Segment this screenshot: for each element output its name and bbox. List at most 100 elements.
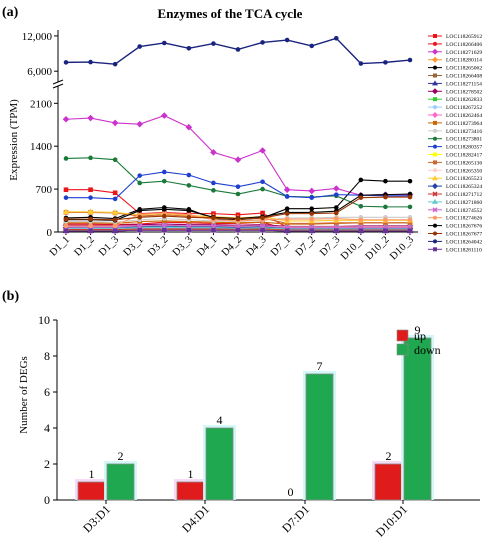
data-point (235, 184, 241, 189)
legend-entry: LOC118265136 (428, 160, 482, 166)
data-point (260, 227, 265, 233)
data-point (111, 209, 119, 215)
data-point (407, 204, 413, 210)
data-point (211, 188, 216, 193)
data-point (333, 35, 339, 41)
data-point (161, 218, 167, 224)
data-point (433, 247, 437, 252)
data-point (358, 61, 364, 66)
series-LOC118281110 (63, 227, 413, 234)
legend-label: LOC118265523 (446, 176, 482, 182)
legend-entry: LOC118267676 (428, 223, 482, 230)
legend-label: up (414, 329, 426, 343)
panel-a-axes (52, 30, 418, 233)
data-point (309, 228, 315, 234)
bar-value-label: 7 (317, 359, 323, 373)
bar-down (305, 373, 334, 501)
data-point (358, 177, 364, 183)
data-point (260, 40, 265, 45)
data-point (112, 196, 118, 202)
data-point (137, 208, 143, 213)
legend-label: LOC118266408 (446, 74, 482, 80)
bar-value-label: 2 (118, 449, 124, 463)
data-point (185, 123, 193, 131)
panel-a-legend: LOC118265912 LOC118266406 LOC118271629 LOC1… (428, 34, 482, 253)
legend-swatch (396, 329, 409, 342)
panel-a-series (62, 35, 414, 235)
data-point (260, 210, 265, 216)
data-point (333, 216, 339, 221)
data-point (383, 178, 388, 184)
legend-label: LOC118271629 (446, 50, 482, 56)
legend-entry: LOC118280114 (428, 56, 482, 64)
y-tick-label: 6,000 (27, 66, 52, 78)
y-tick-label: 10 (38, 313, 50, 327)
x-tick-label: D4_1 (195, 234, 219, 258)
data-point (432, 80, 438, 86)
data-point (407, 57, 413, 63)
data-point (210, 223, 217, 229)
data-point (235, 216, 241, 222)
data-point (333, 220, 339, 226)
data-point (383, 60, 388, 65)
data-point (433, 144, 437, 149)
x-tick-label: D3_3 (171, 234, 195, 258)
legend-label: LOC118267677 (446, 232, 482, 238)
legend-entry: LOC118271154 (428, 80, 482, 87)
legend-label: LOC118280114 (446, 58, 482, 64)
data-point (259, 223, 266, 229)
legend-entry: LOC118282417 (428, 152, 482, 159)
x-tick-label: D4:D1 (179, 502, 212, 535)
data-point (333, 192, 339, 197)
data-point (63, 195, 69, 200)
legend-label: LOC118273964 (446, 121, 482, 127)
legend-label: LOC118267676 (446, 224, 482, 230)
data-point (235, 227, 241, 233)
data-point (234, 156, 242, 163)
data-point (136, 120, 144, 128)
legend-label: LOC118282417 (446, 153, 482, 159)
legend-label: LOC118265136 (446, 160, 482, 166)
data-point (407, 194, 413, 200)
data-point (112, 157, 118, 162)
x-tick-label: D4_2 (220, 234, 244, 258)
legend-swatch (396, 343, 409, 356)
series-LOC118280357 (63, 169, 413, 202)
data-point (111, 119, 119, 127)
data-point (63, 156, 69, 161)
data-point (186, 227, 192, 233)
legend-label: LOC118274626 (446, 216, 482, 222)
bar-value-label: 2 (386, 449, 392, 463)
bar-up (374, 463, 403, 501)
data-point (433, 239, 437, 244)
data-point (433, 73, 437, 78)
legend-label: LOC118262833 (446, 97, 482, 103)
y-tick-label: 0 (44, 493, 50, 507)
data-point (284, 211, 290, 216)
data-point (433, 168, 437, 173)
y-tick-label: 1400 (30, 141, 53, 153)
legend-entry: LOC118265912 (428, 34, 482, 40)
data-point (309, 216, 315, 222)
legend-entry: LOC118274552 (428, 207, 482, 214)
data-point (333, 205, 339, 210)
data-point (63, 223, 69, 229)
y-tick-label: 700 (36, 184, 53, 196)
panel-b-label: (b) (2, 289, 19, 304)
data-point (433, 105, 437, 110)
legend-label: LOC118265350 (446, 168, 482, 174)
data-point (433, 120, 437, 125)
legend-entry: LOC118267252 (428, 105, 482, 111)
data-point (358, 217, 364, 223)
legend-entry: up (396, 329, 426, 343)
series-LOC118267677 (63, 194, 413, 223)
data-point (433, 65, 437, 70)
legend-entry: LOC118265062 (428, 65, 482, 72)
data-point (284, 206, 290, 212)
data-point (358, 220, 364, 226)
data-point (137, 173, 143, 178)
data-point (112, 228, 118, 234)
data-point (88, 195, 93, 200)
legend-label: LOC118273801 (446, 137, 482, 143)
